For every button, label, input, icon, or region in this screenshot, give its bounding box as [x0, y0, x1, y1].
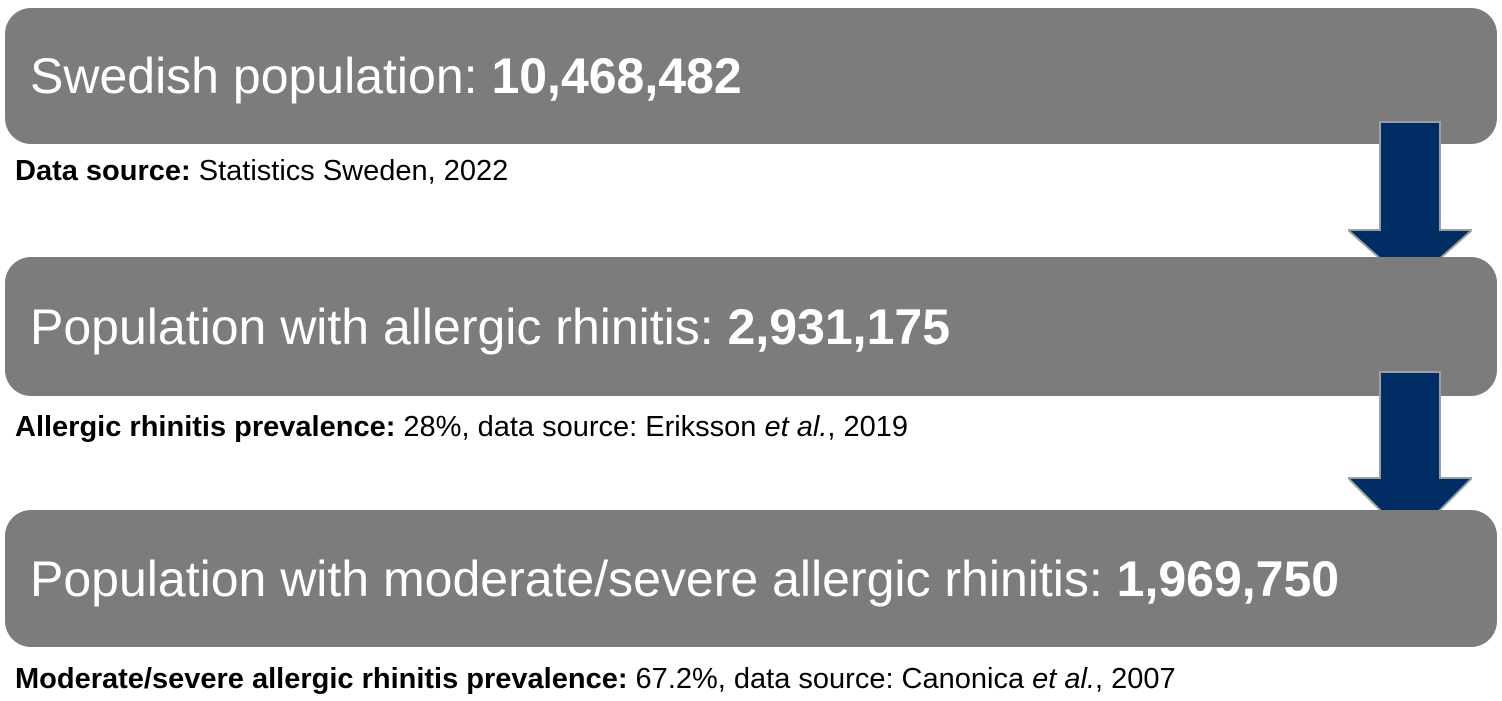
note-citation-italic: et al.	[764, 411, 828, 443]
step-label: Population with allergic rhinitis:	[30, 298, 728, 355]
down-arrow-icon	[1348, 371, 1472, 542]
note-text-suffix: , 2007	[1095, 663, 1176, 695]
note-text: 28%, data source: Eriksson	[395, 411, 765, 443]
note-citation-italic: et al.	[1032, 663, 1096, 695]
step-label: Population with moderate/severe allergic…	[30, 550, 1117, 607]
note-bold-prefix: Data source:	[15, 155, 191, 187]
step-label: Swedish population:	[30, 48, 492, 104]
note-text: 67.2%, data source: Canonica	[627, 663, 1033, 695]
step-note-prevalence: Moderate/severe allergic rhinitis preval…	[15, 662, 1176, 697]
step-value: 10,468,482	[491, 48, 742, 104]
step-note-data-source: Data source: Statistics Sweden, 2022	[15, 154, 508, 189]
note-text-suffix: , 2019	[827, 411, 909, 443]
step-box-allergic-rhinitis: Population with allergic rhinitis: 2,931…	[5, 257, 1497, 396]
step-box-moderate-severe-allergic-rhinitis: Population with moderate/severe allergic…	[5, 510, 1497, 647]
step-value: 2,931,175	[727, 298, 950, 355]
step-note-prevalence: Allergic rhinitis prevalence: 28%, data …	[15, 410, 908, 445]
note-bold-prefix: Allergic rhinitis prevalence:	[15, 411, 396, 443]
step-box-swedish-population: Swedish population: 10,468,482	[5, 8, 1497, 144]
note-text: Statistics Sweden, 2022	[190, 155, 509, 187]
note-bold-prefix: Moderate/severe allergic rhinitis preval…	[15, 663, 628, 695]
step-value: 1,969,750	[1116, 550, 1340, 607]
